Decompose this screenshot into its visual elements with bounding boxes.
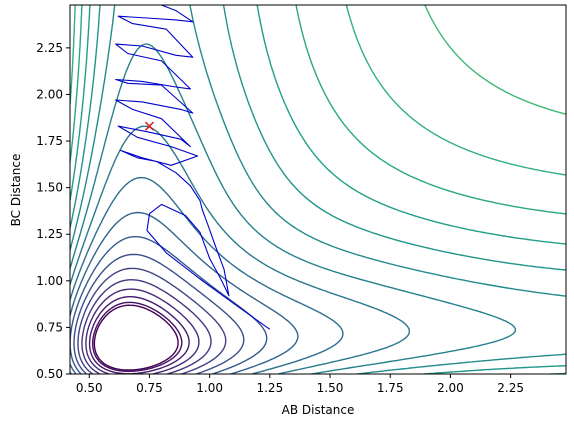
x-tick-label: 1.50 — [317, 381, 344, 395]
trajectory-line — [115, 5, 271, 330]
start-marker — [144, 121, 155, 131]
y-axis: 0.50 0.75 1.00 1.25 1.50 1.75 2.00 2.25 — [36, 41, 70, 381]
y-tick-label: 0.50 — [36, 367, 63, 381]
contour-level-4 — [81, 279, 212, 374]
contour-level-15 — [70, 5, 566, 215]
contour-level-2 — [88, 296, 190, 374]
x-axis: 0.50 0.75 1.00 1.25 1.50 1.75 2.00 2.25 — [76, 374, 524, 395]
marker-stroke-2 — [144, 121, 155, 131]
plot-area — [70, 5, 566, 374]
contour-level-1 — [92, 301, 183, 373]
plot-frame — [69, 4, 567, 375]
x-tick-label: 0.75 — [136, 381, 163, 395]
x-tick-label: 1.00 — [196, 381, 223, 395]
y-axis-title: BC Distance — [9, 154, 23, 227]
contour-level-14 — [70, 5, 566, 374]
contour-level-7 — [70, 235, 268, 374]
trajectory-layer — [115, 5, 271, 330]
contour-lines — [70, 5, 566, 374]
x-tick-label: 0.50 — [76, 381, 103, 395]
contour-level-9 — [70, 176, 344, 374]
contour-level-12 — [70, 5, 566, 374]
x-tick-label: 1.25 — [256, 381, 283, 395]
contour-level-17 — [424, 5, 566, 115]
y-tick-label: 1.50 — [36, 181, 63, 195]
contour-level-13 — [70, 5, 566, 374]
y-tick-label: 1.75 — [36, 134, 63, 148]
x-tick-label: 2.25 — [497, 381, 524, 395]
y-tick-label: 1.25 — [36, 227, 63, 241]
contour-level-0 — [93, 304, 179, 371]
y-tick-label: 2.00 — [36, 87, 63, 101]
contour-level-3 — [85, 288, 200, 374]
y-tick-label: 2.25 — [36, 41, 63, 55]
marker-layer — [144, 121, 155, 131]
x-axis-title: AB Distance — [282, 403, 355, 417]
y-tick-label: 0.75 — [36, 320, 63, 334]
contour-level-5 — [77, 267, 227, 374]
x-tick-label: 2.00 — [437, 381, 464, 395]
y-tick-label: 1.00 — [36, 274, 63, 288]
x-tick-label: 1.75 — [377, 381, 404, 395]
contour-level-6 — [73, 253, 245, 374]
